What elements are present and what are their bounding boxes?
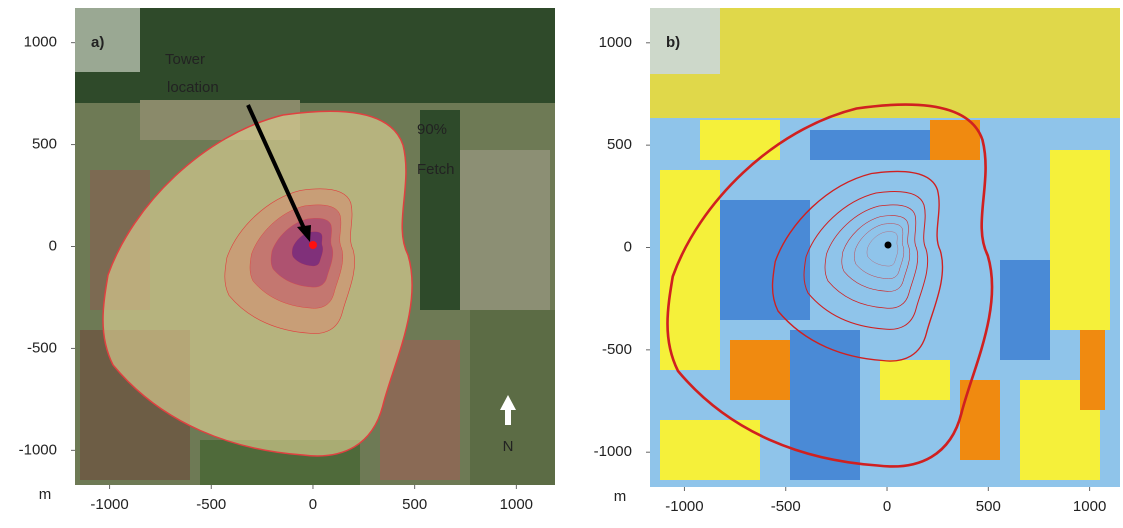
y-tick-label: 500 (32, 136, 57, 153)
y-tick-label: 0 (624, 238, 632, 255)
x-tick-label: -1000 (665, 498, 703, 515)
y-tick-label: -500 (602, 341, 632, 358)
y-tick-label: -1000 (19, 441, 57, 458)
figure: -1000 -500 0 500 1000 1000 500 0 -500 -1000 m a) Tow… (0, 0, 1123, 523)
x-tick-label: 500 (976, 498, 1001, 515)
fetch-annotation: 90% (417, 121, 447, 138)
y-tick-label: -500 (27, 339, 57, 356)
tower-annotation: Tower (165, 51, 205, 68)
y-tick-label: -1000 (594, 443, 632, 460)
panel-label: a) (91, 34, 104, 51)
panel-label: b) (666, 34, 680, 51)
x-tick-label: -1000 (90, 496, 128, 513)
y-tick-label: 1000 (24, 34, 57, 51)
y-tick-label: 500 (607, 136, 632, 153)
satellite-image (75, 8, 555, 485)
north-label: N (503, 438, 514, 455)
fetch-annotation: Fetch (417, 161, 455, 178)
classification-image (650, 8, 1120, 487)
x-tick-label: 500 (402, 496, 427, 513)
x-tick-label: 1000 (500, 496, 533, 513)
x-tick-label: -500 (771, 498, 801, 515)
x-tick-label: 0 (309, 496, 317, 513)
unit-label: m (614, 488, 627, 505)
y-tick-label: 1000 (599, 34, 632, 51)
x-tick-label: 1000 (1073, 498, 1106, 515)
y-tick-label: 0 (49, 237, 57, 254)
x-tick-label: 0 (883, 498, 891, 515)
tower-annotation: location (167, 79, 219, 96)
unit-label: m (39, 486, 52, 503)
x-tick-label: -500 (196, 496, 226, 513)
